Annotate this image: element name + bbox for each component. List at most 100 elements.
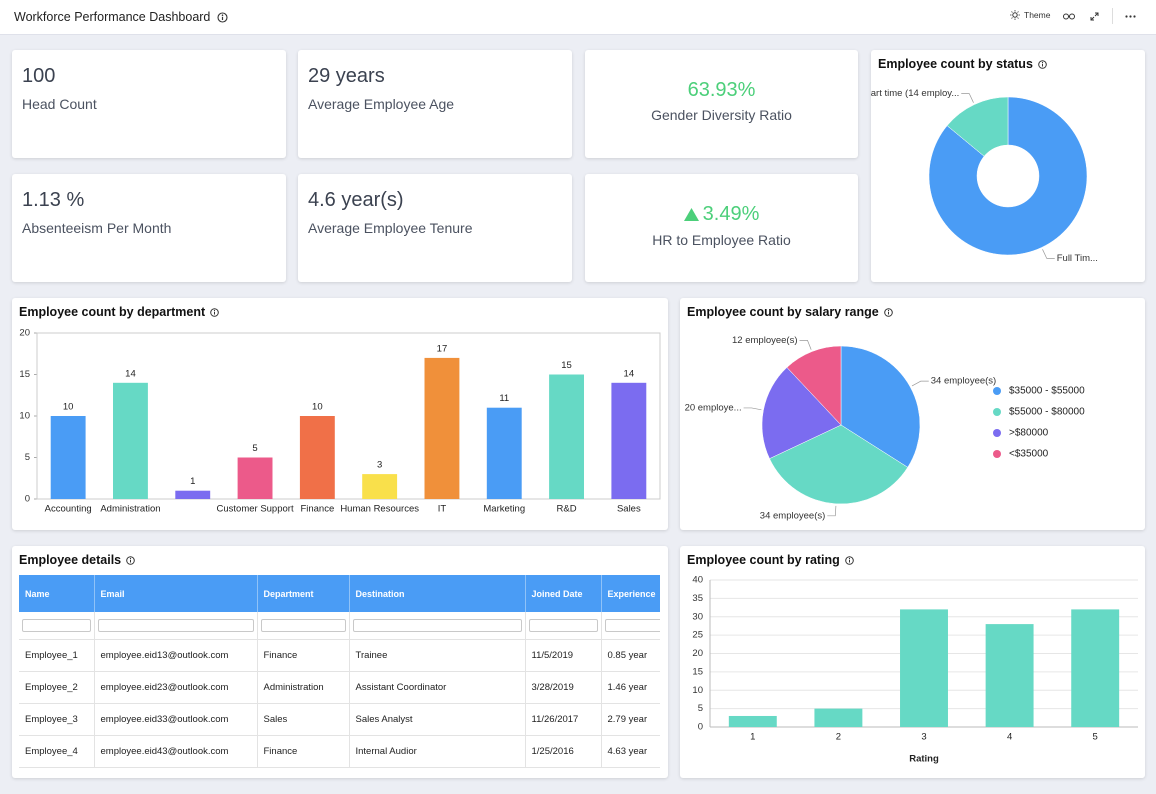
table-cell: Sales	[257, 703, 350, 736]
y-tick-label: 20	[19, 328, 30, 339]
leader-line	[799, 340, 812, 350]
column-header: Destination	[349, 575, 526, 612]
kpi-value: 4.6 year(s)	[308, 189, 404, 211]
view-icon[interactable]	[1063, 12, 1075, 20]
chart: Full Tim... Part time (14 employ...	[871, 88, 1098, 264]
info-icon[interactable]	[210, 307, 219, 317]
y-tick-label: 40	[692, 575, 703, 586]
table-cell: Internal Audior	[349, 735, 526, 768]
table-cell: 2.79 year	[601, 703, 660, 736]
filter-cell	[349, 612, 526, 640]
column-header: Experience	[601, 575, 660, 612]
table-cell: Assistant Coordinator	[349, 671, 526, 704]
y-tick-label: 10	[692, 685, 703, 696]
filter-input[interactable]	[22, 619, 91, 632]
card-title-row: Employee details	[19, 553, 135, 567]
chart: 0 5 10 15 20 Accounting 10 Administration 14 1 Cus…	[19, 328, 661, 515]
info-icon[interactable]	[883, 307, 893, 317]
leader-line	[1042, 249, 1055, 259]
table-cell: employee.eid43@outlook.com	[94, 735, 258, 768]
slice-label: 34 employee(s)	[931, 376, 996, 387]
info-icon[interactable]	[845, 555, 854, 565]
kpi-value-text: 63.93%	[687, 79, 756, 101]
sun-icon	[1010, 10, 1020, 20]
y-tick-label: 10	[19, 411, 30, 422]
chart-title: Employee count by salary range	[687, 305, 879, 319]
table-cell: Employee_2	[19, 671, 95, 704]
table-cell: 1/25/2016	[525, 735, 602, 768]
filter-input[interactable]	[352, 619, 522, 632]
x-tick-label: 3	[921, 732, 926, 743]
info-icon[interactable]	[126, 555, 135, 565]
more-icon[interactable]	[1125, 15, 1136, 18]
x-tick-label: IT	[438, 504, 447, 515]
x-tick-label: Human Resources	[340, 504, 419, 515]
column-header: Email	[94, 575, 258, 612]
bar	[237, 457, 273, 499]
chart-title: Employee count by status	[878, 57, 1033, 71]
kpi-value: 63.93%	[585, 79, 858, 102]
y-tick-label: 25	[692, 630, 703, 641]
kpi-label: Absenteeism Per Month	[22, 220, 172, 236]
table-title: Employee details	[19, 553, 122, 567]
bar	[549, 374, 584, 499]
table-row: Employee_1 employee.eid13@outlook.com Fina…	[19, 639, 660, 672]
chart: 0 5 10 15 20 25 30 35 40 1 2 3 4 5 Rating	[692, 575, 1138, 765]
legend-label: $55000 - $80000	[1009, 407, 1085, 418]
x-tick-label: 4	[1007, 732, 1012, 743]
column-header: Department	[257, 575, 350, 612]
x-axis-label: Rating	[909, 754, 939, 765]
y-tick-label: 0	[25, 494, 30, 505]
filter-input[interactable]	[528, 619, 598, 632]
bar	[175, 490, 211, 499]
kpi-value: 3.49%	[585, 203, 858, 226]
filter-cell	[601, 612, 660, 640]
employee-table: Name Email Department Destination Joined Dat…	[19, 575, 660, 768]
info-icon[interactable]	[1038, 59, 1047, 69]
chart-title: Employee count by rating	[687, 553, 840, 567]
table-cell: employee.eid33@outlook.com	[94, 703, 258, 736]
table-cell: employee.eid13@outlook.com	[94, 639, 258, 672]
data-label: 14	[624, 368, 635, 379]
table-cell: Sales Analyst	[349, 703, 526, 736]
table-cell: 4.63 year	[601, 735, 660, 768]
info-icon[interactable]	[217, 11, 228, 23]
data-label: 5	[252, 443, 257, 454]
legend-label: >$80000	[1009, 428, 1049, 439]
kpi-value: 1.13 %	[22, 189, 85, 211]
leader-line	[911, 380, 929, 387]
kpi-value: 100	[22, 65, 56, 87]
filter-input[interactable]	[604, 619, 660, 632]
slice-label: Full Tim...	[1057, 253, 1098, 264]
column-header: Name	[19, 575, 95, 612]
table-cell: Finance	[257, 639, 350, 672]
bar	[424, 357, 460, 499]
filter-row	[19, 612, 660, 640]
column-header: Joined Date	[525, 575, 602, 612]
bar	[113, 382, 148, 499]
y-tick-label: 5	[698, 703, 703, 714]
data-label: 1	[190, 476, 195, 487]
table-cell: employee.eid23@outlook.com	[94, 671, 258, 704]
data-label: 10	[312, 402, 323, 413]
leader-line	[743, 407, 762, 411]
y-tick-label: 15	[692, 666, 703, 677]
slice-label: 12 employee(s)	[732, 335, 797, 346]
x-tick-label: Accounting	[45, 504, 92, 515]
theme-button[interactable]: Theme	[1010, 10, 1050, 20]
table-row: Employee_2 employee.eid23@outlook.com Admi…	[19, 671, 660, 704]
legend-swatch	[993, 387, 1001, 395]
expand-icon[interactable]	[1090, 12, 1099, 21]
table-cell: 3/28/2019	[525, 671, 602, 704]
slice-label: 20 employe...	[685, 402, 742, 413]
chart-card: Employee count by rating 0 5 10 15 20 25 30 35 4…	[680, 546, 1145, 778]
bar	[900, 609, 948, 727]
filter-input[interactable]	[97, 619, 254, 632]
filter-cell	[94, 612, 258, 640]
data-label: 15	[561, 360, 572, 371]
filter-input[interactable]	[260, 619, 346, 632]
leader-line	[961, 93, 974, 103]
card-title-row: Employee count by salary range	[687, 305, 893, 319]
x-tick-label: 5	[1093, 732, 1098, 743]
